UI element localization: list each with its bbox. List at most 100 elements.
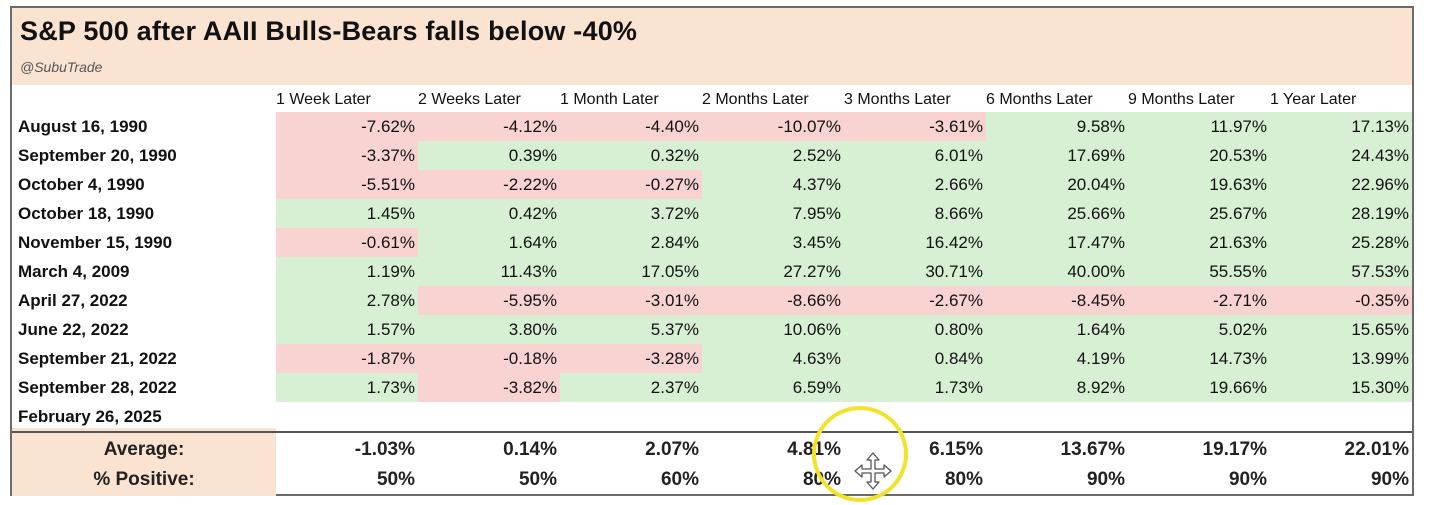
row-date-label: April 27, 2022 xyxy=(18,290,128,310)
cursor-highlight-ring xyxy=(812,406,908,502)
row-date-label: September 20, 1990 xyxy=(18,145,177,165)
column-header-row: 1 Week Later 2 Weeks Later 1 Month Later 2 … xyxy=(12,87,1412,112)
return-cell: 3.45% xyxy=(702,228,844,257)
row-date-label: February 26, 2025 xyxy=(18,406,162,426)
column-header: 6 Months Later xyxy=(986,90,1093,108)
return-cell: 0.32% xyxy=(560,141,702,170)
table-row: September 21, 2022 -1.87% -0.18% -3.28% 4.63… xyxy=(12,344,1412,373)
table-row: October 18, 1990 1.45% 0.42% 3.72% 7.95% 8.66… xyxy=(12,199,1412,228)
return-cell: 0.39% xyxy=(418,141,560,170)
move-cursor-icon xyxy=(854,452,892,490)
table-row: February 26, 2025 xyxy=(12,402,1412,431)
return-cell: 19.66% xyxy=(1128,373,1270,402)
return-cell xyxy=(560,402,702,431)
return-cell: -5.51% xyxy=(276,170,418,199)
return-cell: 2.84% xyxy=(560,228,702,257)
return-cell: 8.66% xyxy=(844,199,986,228)
summary-value: 13.67% xyxy=(1060,439,1125,460)
column-header: 1 Year Later xyxy=(1270,90,1357,108)
return-cell: 2.52% xyxy=(702,141,844,170)
return-cell: 1.57% xyxy=(276,315,418,344)
return-cell: 22.96% xyxy=(1270,170,1412,199)
summary-value: 0.14% xyxy=(503,439,557,460)
return-cell: 27.27% xyxy=(702,257,844,286)
row-date-label: October 4, 1990 xyxy=(18,174,145,194)
return-cell: 0.42% xyxy=(418,199,560,228)
return-cell: 25.67% xyxy=(1128,199,1270,228)
row-date-label: March 4, 2009 xyxy=(18,261,130,281)
return-cell: 0.80% xyxy=(844,315,986,344)
return-cell: -2.67% xyxy=(844,286,986,315)
author-handle: @SubuTrade xyxy=(20,59,103,75)
return-cell: 11.97% xyxy=(1128,112,1270,141)
return-cell: 55.55% xyxy=(1128,257,1270,286)
return-cell: -0.18% xyxy=(418,344,560,373)
return-cell: 5.37% xyxy=(560,315,702,344)
return-cell: -4.40% xyxy=(560,112,702,141)
summary-label: Average: xyxy=(103,439,185,460)
row-date-label: October 18, 1990 xyxy=(18,203,155,223)
return-cell: 4.37% xyxy=(702,170,844,199)
summary-value: 19.17% xyxy=(1202,439,1267,460)
title-band: S&P 500 after AAII Bulls-Bears falls bel… xyxy=(12,8,1412,85)
column-header: 2 Months Later xyxy=(702,90,809,108)
return-cell: 2.66% xyxy=(844,170,986,199)
return-cell: 4.19% xyxy=(986,344,1128,373)
column-header: 1 Week Later xyxy=(276,90,371,108)
return-cell: 11.43% xyxy=(418,257,560,286)
return-cell: 9.58% xyxy=(986,112,1128,141)
table-frame: S&P 500 after AAII Bulls-Bears falls bel… xyxy=(10,6,1414,496)
return-cell: -8.45% xyxy=(986,286,1128,315)
return-cell: 20.04% xyxy=(986,170,1128,199)
summary-label: % Positive: xyxy=(93,469,195,490)
return-cell: 19.63% xyxy=(1128,170,1270,199)
return-cell: -3.28% xyxy=(560,344,702,373)
return-cell xyxy=(1270,402,1412,431)
return-cell: 17.13% xyxy=(1270,112,1412,141)
column-header: 3 Months Later xyxy=(844,90,951,108)
summary-row: % Positive: 50% 50% 60% 80% 80% 90% 90% 90% xyxy=(12,465,1412,495)
chart-title: S&P 500 after AAII Bulls-Bears falls bel… xyxy=(20,16,638,46)
return-cell: 5.02% xyxy=(1128,315,1270,344)
return-cell: 3.80% xyxy=(418,315,560,344)
return-cell: 24.43% xyxy=(1270,141,1412,170)
return-cell: 6.59% xyxy=(702,373,844,402)
return-cell xyxy=(276,402,418,431)
return-cell: -2.22% xyxy=(418,170,560,199)
return-cell: -2.71% xyxy=(1128,286,1270,315)
return-cell xyxy=(418,402,560,431)
return-cell: -10.07% xyxy=(702,112,844,141)
return-cell xyxy=(986,402,1128,431)
table-row: September 28, 2022 1.73% -3.82% 2.37% 6.59% 1… xyxy=(12,373,1412,402)
summary-value: 90% xyxy=(1228,469,1267,490)
summary-value: 50% xyxy=(518,469,557,490)
table-row: November 15, 1990 -0.61% 1.64% 2.84% 3.45% 16… xyxy=(12,228,1412,257)
return-cell: 8.92% xyxy=(986,373,1128,402)
table-row: August 16, 1990 -7.62% -4.12% -4.40% -10.07%… xyxy=(12,112,1412,141)
return-cell: -3.82% xyxy=(418,373,560,402)
return-cell: 2.37% xyxy=(560,373,702,402)
summary-row: Average: -1.03% 0.14% 2.07% 4.81% 6.15% 13.67%… xyxy=(12,435,1412,465)
return-cell: 13.99% xyxy=(1270,344,1412,373)
table-row: March 4, 2009 1.19% 11.43% 17.05% 27.27% 30.7… xyxy=(12,257,1412,286)
row-date-label: November 15, 1990 xyxy=(18,232,173,252)
return-cell: 10.06% xyxy=(702,315,844,344)
summary-value: 90% xyxy=(1370,469,1409,490)
table-row: June 22, 2022 1.57% 3.80% 5.37% 10.06% 0.80% 1… xyxy=(12,315,1412,344)
return-cell: -0.27% xyxy=(560,170,702,199)
return-cell: 30.71% xyxy=(844,257,986,286)
column-header: 2 Weeks Later xyxy=(418,90,521,108)
return-cell: 57.53% xyxy=(1270,257,1412,286)
return-cell: 17.05% xyxy=(560,257,702,286)
return-cell: 25.66% xyxy=(986,199,1128,228)
return-cell: 21.63% xyxy=(1128,228,1270,257)
return-cell: 16.42% xyxy=(844,228,986,257)
return-cell: -7.62% xyxy=(276,112,418,141)
return-cell: 4.63% xyxy=(702,344,844,373)
row-date-label: September 28, 2022 xyxy=(18,377,177,397)
column-header: 9 Months Later xyxy=(1128,90,1235,108)
return-cell: 20.53% xyxy=(1128,141,1270,170)
row-date-label: June 22, 2022 xyxy=(18,319,129,339)
summary-value: 2.07% xyxy=(645,439,699,460)
return-cell: 1.64% xyxy=(986,315,1128,344)
